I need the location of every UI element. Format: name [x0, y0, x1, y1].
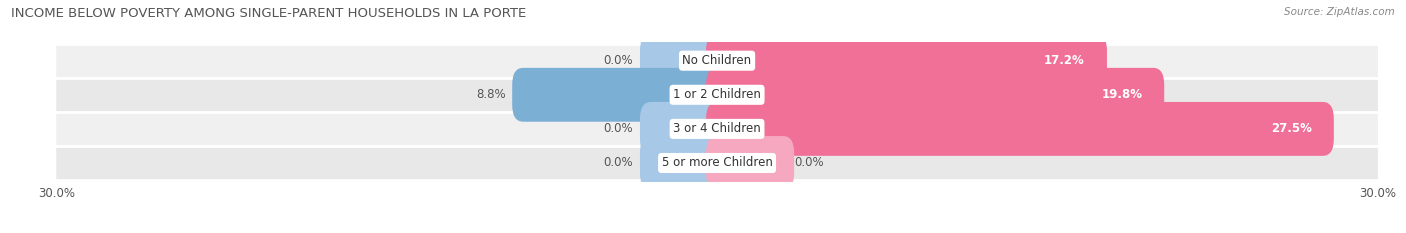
- FancyBboxPatch shape: [56, 112, 1378, 146]
- Text: 27.5%: 27.5%: [1271, 122, 1312, 135]
- FancyBboxPatch shape: [706, 34, 1107, 88]
- Text: 5 or more Children: 5 or more Children: [662, 157, 772, 169]
- Text: 0.0%: 0.0%: [794, 157, 824, 169]
- FancyBboxPatch shape: [512, 68, 728, 122]
- Text: 17.2%: 17.2%: [1045, 54, 1085, 67]
- Text: 8.8%: 8.8%: [477, 88, 506, 101]
- Text: 0.0%: 0.0%: [603, 157, 633, 169]
- FancyBboxPatch shape: [56, 78, 1378, 112]
- Text: 3 or 4 Children: 3 or 4 Children: [673, 122, 761, 135]
- Text: 0.0%: 0.0%: [603, 122, 633, 135]
- FancyBboxPatch shape: [640, 102, 728, 156]
- FancyBboxPatch shape: [706, 136, 794, 190]
- Text: 19.8%: 19.8%: [1101, 88, 1142, 101]
- FancyBboxPatch shape: [706, 102, 1334, 156]
- Legend: Single Father, Single Mother: Single Father, Single Mother: [607, 230, 827, 233]
- FancyBboxPatch shape: [56, 146, 1378, 180]
- Text: 0.0%: 0.0%: [603, 54, 633, 67]
- Text: No Children: No Children: [682, 54, 752, 67]
- FancyBboxPatch shape: [640, 34, 728, 88]
- FancyBboxPatch shape: [640, 136, 728, 190]
- Text: INCOME BELOW POVERTY AMONG SINGLE-PARENT HOUSEHOLDS IN LA PORTE: INCOME BELOW POVERTY AMONG SINGLE-PARENT…: [11, 7, 526, 20]
- FancyBboxPatch shape: [706, 68, 1164, 122]
- Text: 1 or 2 Children: 1 or 2 Children: [673, 88, 761, 101]
- Text: Source: ZipAtlas.com: Source: ZipAtlas.com: [1284, 7, 1395, 17]
- FancyBboxPatch shape: [56, 44, 1378, 78]
